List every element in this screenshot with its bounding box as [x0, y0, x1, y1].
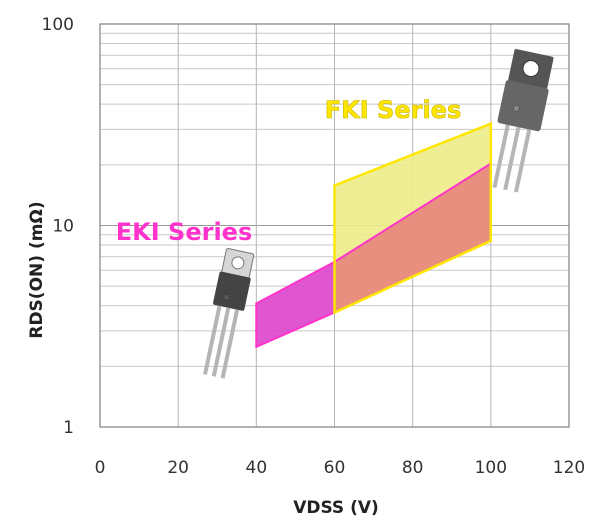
transistor-package-icon	[203, 248, 255, 379]
grid	[99, 23, 570, 428]
y-tick-label: 1	[63, 418, 74, 438]
y-tick-labels: 1 10 100	[42, 15, 74, 438]
x-tick-label: 120	[553, 458, 585, 478]
eki-series-label: EKI Series	[116, 218, 252, 246]
x-tick-label: 0	[95, 458, 106, 478]
x-tick-label: 40	[246, 458, 268, 478]
x-tick-label: 80	[402, 458, 424, 478]
fki-series-label: FKI Series	[325, 96, 461, 124]
x-tick-label: 60	[324, 458, 346, 478]
series-labels: EKI Series FKI Series	[116, 96, 462, 246]
y-tick-label: 100	[42, 15, 74, 35]
x-tick-label: 20	[167, 458, 189, 478]
series-areas	[255, 121, 493, 349]
transistor-package-icon	[492, 49, 554, 193]
x-tick-labels: 0 20 40 60 80 100 120	[95, 458, 586, 478]
y-axis-title: RDS(ON) (mΩ)	[27, 201, 47, 338]
fki-series-outline	[333, 121, 493, 315]
plot-frame	[99, 23, 570, 428]
x-tick-label: 100	[475, 458, 507, 478]
x-axis-title: VDSS (V)	[293, 498, 379, 518]
overlap-area	[334, 163, 491, 313]
y-tick-label: 10	[52, 217, 74, 237]
